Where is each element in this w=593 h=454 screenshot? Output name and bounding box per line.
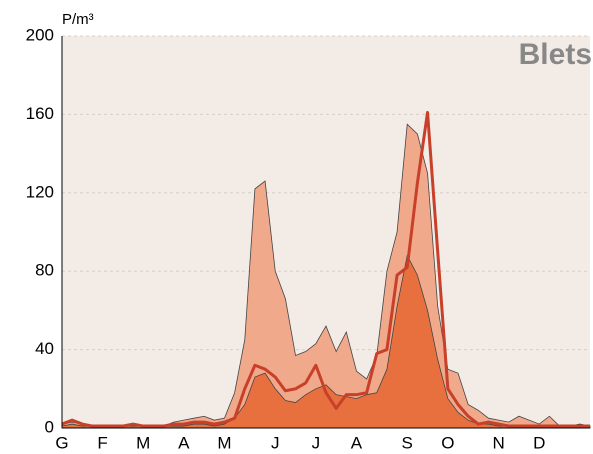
y-unit: P/m³ [62, 11, 94, 28]
x-tick-label: F [97, 433, 107, 452]
x-tick-label: J [271, 433, 280, 452]
x-tick-label: A [351, 433, 363, 452]
x-tick-label: D [533, 433, 545, 452]
y-tick-label: 160 [26, 104, 54, 123]
chart-title: Blets [519, 38, 592, 71]
x-tick-label: M [217, 433, 231, 452]
y-tick-label: 40 [35, 339, 54, 358]
y-tick-label: 0 [45, 417, 54, 436]
x-tick-label: A [178, 433, 190, 452]
line [61, 110, 590, 428]
y-tick-label: 120 [26, 182, 54, 201]
x-tick-label: M [136, 433, 150, 452]
y-tick-label: 200 [26, 25, 54, 44]
x-tick-label: S [402, 433, 413, 452]
x-tick-label: N [492, 433, 504, 452]
x-tick-label: J [312, 433, 321, 452]
y-tick-label: 80 [35, 261, 54, 280]
x-tick-label: G [55, 433, 68, 452]
x-tick-label: O [441, 433, 454, 452]
